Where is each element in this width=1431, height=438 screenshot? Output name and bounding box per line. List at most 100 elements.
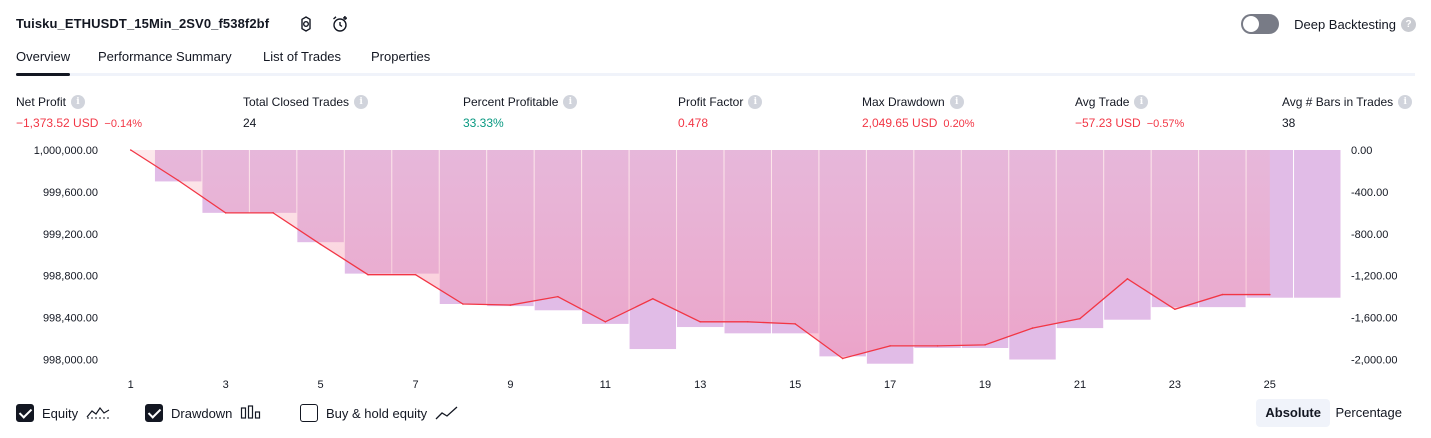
right-tick-label: 0.00 — [1351, 145, 1372, 157]
metric-total-closed-trades: Total Closed Trades i 24 — [243, 93, 369, 130]
deep-backtesting-control: Deep Backtesting ? — [1216, 14, 1416, 34]
equity-point — [984, 344, 986, 346]
equity-drawdown-chart[interactable]: 1,000,000.00 999,600.00 999,200.00 998,800.… — [0, 140, 1431, 395]
metric-label: Avg # Bars in Trades — [1282, 94, 1394, 109]
x-tick-label: 17 — [884, 379, 896, 391]
left-tick-label: 998,000.00 — [43, 355, 98, 367]
right-tick-label: -800.00 — [1351, 229, 1388, 241]
metric-value: 24 — [243, 116, 257, 130]
left-tick-label: 999,600.00 — [43, 187, 98, 199]
toggle-knob — [1243, 16, 1259, 32]
x-tick-label: 15 — [789, 379, 801, 391]
legend-drawdown[interactable]: Drawdown — [145, 402, 262, 424]
equity-area-fill — [130, 150, 1270, 359]
metric-profit-factor: Profit Factor i 0.478 — [678, 93, 763, 130]
x-tick-label: 1 — [128, 379, 134, 391]
x-tick-label: 5 — [318, 379, 324, 391]
equity-point — [129, 149, 132, 151]
add-alert-clock-icon[interactable] — [330, 14, 350, 34]
info-icon[interactable]: i — [1398, 94, 1413, 109]
tab-list-of-trades[interactable]: List of Trades — [263, 49, 342, 64]
report-header: Tuisku_ETHUSDT_15Min_2SV0_f538f2bf Deep … — [16, 12, 1416, 36]
info-icon[interactable]: i — [354, 94, 369, 109]
legend-buy-hold-equity[interactable]: Buy & hold equity — [300, 402, 459, 424]
metric-label: Percent Profitable — [463, 94, 559, 109]
metrics-row: Net Profit i −1,373.52 USD −0.14% Total Cl… — [16, 93, 1416, 133]
settings-gear-icon[interactable] — [296, 14, 316, 34]
equity-point — [1079, 317, 1081, 320]
info-icon[interactable]: i — [949, 94, 964, 109]
metric-percent: −0.57% — [1146, 118, 1185, 130]
tab-properties[interactable]: Properties — [371, 49, 431, 64]
metric-net-profit: Net Profit i −1,373.52 USD −0.14% — [16, 93, 142, 130]
right-drawdown-axis: 0.00 -400.00 -800.00 -1,200.00 -1,600.00 -2,0… — [1351, 145, 1397, 367]
left-tick-label: 999,200.00 — [43, 229, 98, 241]
right-tick-label: -400.00 — [1351, 187, 1388, 199]
drawdown-bar — [1294, 150, 1341, 298]
chart-legend: Equity Drawdown Buy & hold equity Absolu… — [16, 399, 1416, 427]
trade-number-axis: 1 3 5 7 9 11 13 15 17 19 21 23 25 — [128, 379, 1276, 391]
info-icon[interactable]: i — [748, 94, 763, 109]
x-tick-label: 23 — [1169, 379, 1181, 391]
metric-value: 2,049.65 USD — [862, 116, 938, 130]
x-tick-label: 9 — [507, 379, 513, 391]
legend-label: Buy & hold equity — [326, 405, 428, 421]
deep-backtesting-label: Deep Backtesting — [1294, 17, 1396, 32]
equity-point — [272, 212, 274, 214]
info-icon[interactable]: i — [71, 94, 86, 109]
x-tick-label: 7 — [412, 379, 418, 391]
equity-point — [1174, 308, 1176, 311]
metric-value: 38 — [1282, 116, 1296, 130]
question-circle-icon[interactable]: ? — [1401, 17, 1416, 32]
right-tick-label: -1,200.00 — [1351, 271, 1397, 283]
legend-equity[interactable]: Equity — [16, 402, 110, 424]
equity-point — [699, 321, 702, 323]
equity-point — [746, 321, 749, 323]
metric-value: 33.33% — [463, 116, 504, 130]
drawdown-bars-icon — [241, 405, 261, 419]
equity-checkbox[interactable] — [16, 404, 34, 422]
metric-percent: 0.20% — [943, 118, 975, 130]
deep-backtesting-toggle[interactable] — [1241, 14, 1279, 34]
x-tick-label: 21 — [1074, 379, 1086, 391]
metric-avg-bars-in-trades: Avg # Bars in Trades i 38 — [1282, 93, 1413, 130]
equity-area — [129, 149, 1271, 360]
buy-hold-line-icon — [435, 406, 458, 420]
equity-point — [1126, 278, 1129, 280]
equity-point — [1269, 293, 1271, 296]
equity-point — [889, 345, 891, 347]
metric-avg-trade: Avg Trade i −57.23 USD −0.57% — [1075, 93, 1184, 130]
x-tick-label: 19 — [979, 379, 991, 391]
tab-performance-summary[interactable]: Performance Summary — [98, 49, 232, 64]
equity-point — [509, 304, 512, 306]
equity-point — [1031, 327, 1034, 329]
info-icon[interactable]: i — [1134, 94, 1149, 109]
equity-wave-icon — [86, 406, 110, 419]
left-tick-label: 1,000,000.00 — [34, 145, 98, 157]
equity-point — [1221, 293, 1224, 296]
equity-point — [841, 357, 844, 360]
metric-value: −1,373.52 USD — [16, 116, 99, 130]
equity-point — [177, 179, 179, 182]
equity-point — [794, 323, 796, 325]
metric-percent: −0.14% — [104, 118, 143, 130]
left-price-axis: 1,000,000.00 999,600.00 999,200.00 998,800.… — [34, 145, 98, 367]
absolute-button[interactable]: Absolute — [1256, 399, 1330, 427]
right-tick-label: -2,000.00 — [1351, 355, 1397, 367]
equity-point — [652, 297, 654, 300]
tab-overview[interactable]: Overview — [16, 49, 71, 76]
x-tick-label: 3 — [223, 379, 229, 391]
equity-point — [557, 295, 559, 298]
buy-hold-checkbox[interactable] — [300, 404, 318, 422]
metric-percent-profitable: Percent Profitable i 33.33% — [463, 93, 578, 130]
x-tick-label: 11 — [600, 379, 611, 391]
metric-max-drawdown: Max Drawdown i 2,049.65 USD 0.20% — [862, 93, 975, 130]
percentage-button[interactable]: Percentage — [1335, 405, 1403, 420]
drawdown-checkbox[interactable] — [145, 404, 163, 422]
left-tick-label: 998,800.00 — [43, 271, 98, 283]
equity-point — [319, 243, 322, 246]
right-tick-label: -1,600.00 — [1351, 313, 1397, 325]
equity-point — [462, 303, 464, 305]
info-icon[interactable]: i — [563, 94, 578, 109]
equity-point — [604, 321, 607, 323]
